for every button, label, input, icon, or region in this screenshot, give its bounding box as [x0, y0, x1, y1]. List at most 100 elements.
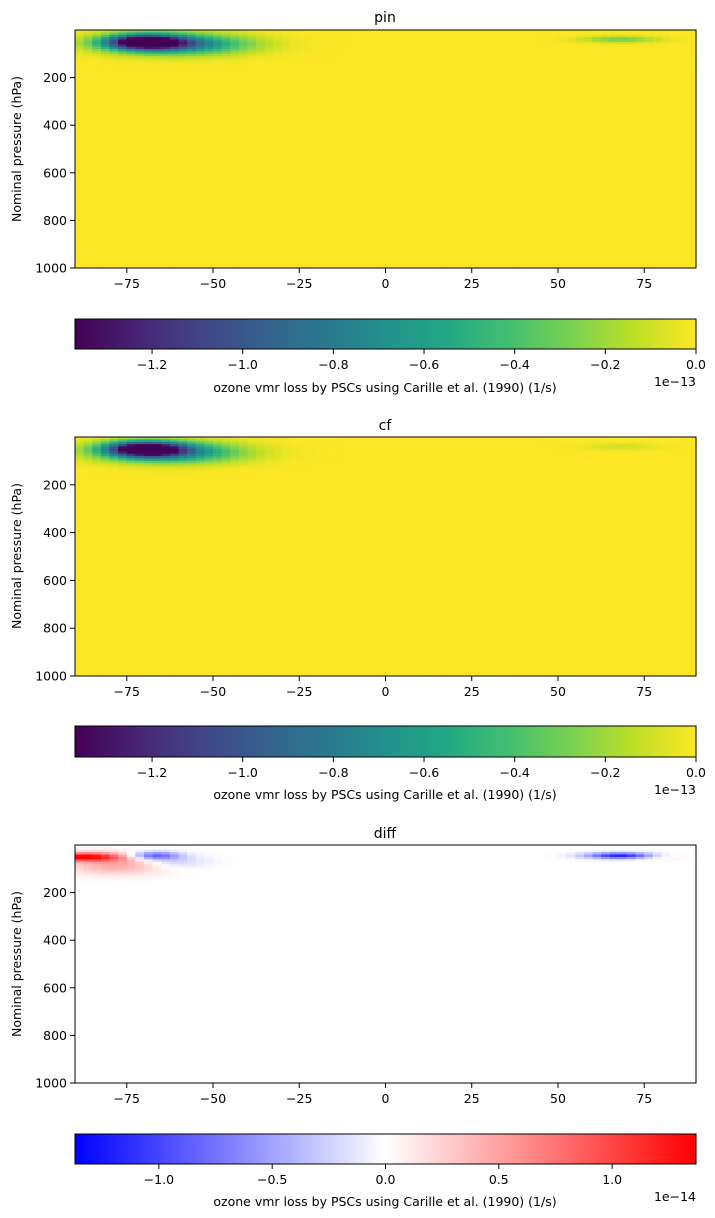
heatmap-cell: [92, 125, 102, 132]
heatmap-cell: [601, 143, 611, 150]
heatmap-cell: [273, 262, 283, 269]
heatmap-cell: [342, 101, 352, 108]
heatmap-cell: [100, 586, 111, 593]
heatmap-cell: [169, 646, 180, 653]
heatmap-cell: [213, 475, 223, 479]
heatmap-cell: [385, 119, 395, 126]
heatmap-cell: [566, 65, 576, 69]
heatmap-cell: [325, 166, 335, 174]
heatmap-cell: [333, 53, 343, 57]
heatmap-cell: [247, 119, 257, 126]
heatmap-cell: [100, 480, 111, 484]
heatmap-cell: [152, 149, 162, 156]
heatmap-cell: [609, 56, 619, 60]
heatmap-cell: [368, 34, 378, 38]
heatmap-cell: [187, 256, 197, 263]
heatmap-cell: [489, 56, 499, 60]
heatmap-cell: [75, 89, 85, 97]
heatmap-cell: [342, 46, 352, 50]
heatmap-cell: [359, 244, 369, 251]
heatmap-cell: [540, 107, 550, 114]
heatmap-cell: [523, 46, 533, 50]
heatmap-cell: [592, 125, 602, 132]
heatmap-cell: [670, 262, 680, 269]
heatmap-cell: [126, 646, 136, 653]
heatmap-cell: [394, 68, 404, 72]
heatmap-cell: [359, 68, 369, 72]
heatmap-cell: [204, 496, 214, 504]
heatmap-cell: [351, 34, 361, 38]
heatmap-cell: [644, 95, 654, 102]
heatmap-cell: [238, 448, 249, 452]
heatmap-cell: [454, 60, 464, 64]
heatmap-cell: [75, 49, 85, 53]
heatmap-cell: [144, 172, 154, 180]
heatmap-cell: [575, 262, 585, 269]
heatmap-cell: [204, 125, 214, 132]
heatmap-cell: [247, 137, 257, 144]
heatmap-cell: [230, 646, 240, 653]
heatmap-cell: [213, 484, 223, 492]
heatmap-cell: [135, 463, 145, 467]
heatmap-cell: [394, 34, 404, 38]
heatmap-cell: [118, 490, 128, 498]
heatmap-cell: [445, 37, 456, 41]
heatmap-cell: [187, 514, 197, 522]
heatmap-cell: [307, 46, 318, 50]
heatmap-cell: [368, 143, 378, 150]
heatmap-cell: [92, 463, 102, 467]
heatmap-cell: [411, 68, 421, 72]
heatmap-cell: [75, 470, 85, 474]
heatmap-cell: [609, 89, 619, 97]
heatmap-cell: [342, 89, 352, 97]
heatmap-cell: [100, 598, 111, 605]
heatmap-cell: [445, 113, 456, 120]
heatmap-cell: [169, 202, 180, 210]
heatmap-cell: [92, 32, 102, 36]
heatmap-cell: [290, 166, 300, 174]
heatmap-cell: [100, 556, 111, 564]
heatmap-cell: [230, 95, 240, 102]
heatmap-cell: [652, 65, 663, 69]
heatmap-cell: [566, 214, 576, 221]
heatmap-cell: [152, 208, 162, 216]
heatmap-cell: [221, 101, 231, 108]
heatmap-cell: [204, 262, 214, 269]
heatmap-cell: [135, 143, 145, 150]
heatmap-cell: [575, 63, 585, 67]
heatmap-cell: [213, 30, 223, 33]
heatmap-cell: [178, 63, 188, 67]
heatmap-cell: [75, 532, 85, 540]
heatmap-cell: [161, 37, 171, 41]
heatmap-cell: [100, 32, 111, 36]
heatmap-cell: [618, 143, 628, 150]
heatmap-cell: [342, 232, 352, 239]
heatmap-cell: [670, 184, 680, 192]
heatmap-cell: [678, 190, 688, 198]
heatmap-cell: [523, 262, 533, 269]
heatmap-cell: [670, 202, 680, 210]
heatmap-cell: [204, 107, 214, 114]
heatmap-cell: [480, 190, 490, 198]
heatmap-cell: [204, 556, 214, 564]
heatmap-cell: [92, 616, 102, 623]
heatmap-cell: [497, 178, 507, 186]
heatmap-cell: [135, 574, 145, 581]
heatmap-cell: [385, 44, 395, 48]
heatmap-cell: [670, 44, 680, 48]
heatmap-cell: [178, 520, 188, 528]
heatmap-cell: [144, 622, 154, 629]
heatmap-cell: [290, 60, 300, 64]
heatmap-cell: [230, 550, 240, 558]
heatmap-cell: [187, 101, 197, 108]
heatmap-cell: [368, 68, 378, 72]
heatmap-cell: [92, 101, 102, 108]
heatmap-cell: [575, 178, 585, 186]
heatmap-cell: [670, 172, 680, 180]
heatmap-cell: [342, 65, 352, 69]
heatmap-cell: [532, 214, 542, 221]
heatmap-cell: [592, 65, 602, 69]
heatmap-cell: [256, 451, 266, 455]
heatmap-cell: [204, 101, 214, 108]
heatmap-cell: [178, 178, 188, 186]
